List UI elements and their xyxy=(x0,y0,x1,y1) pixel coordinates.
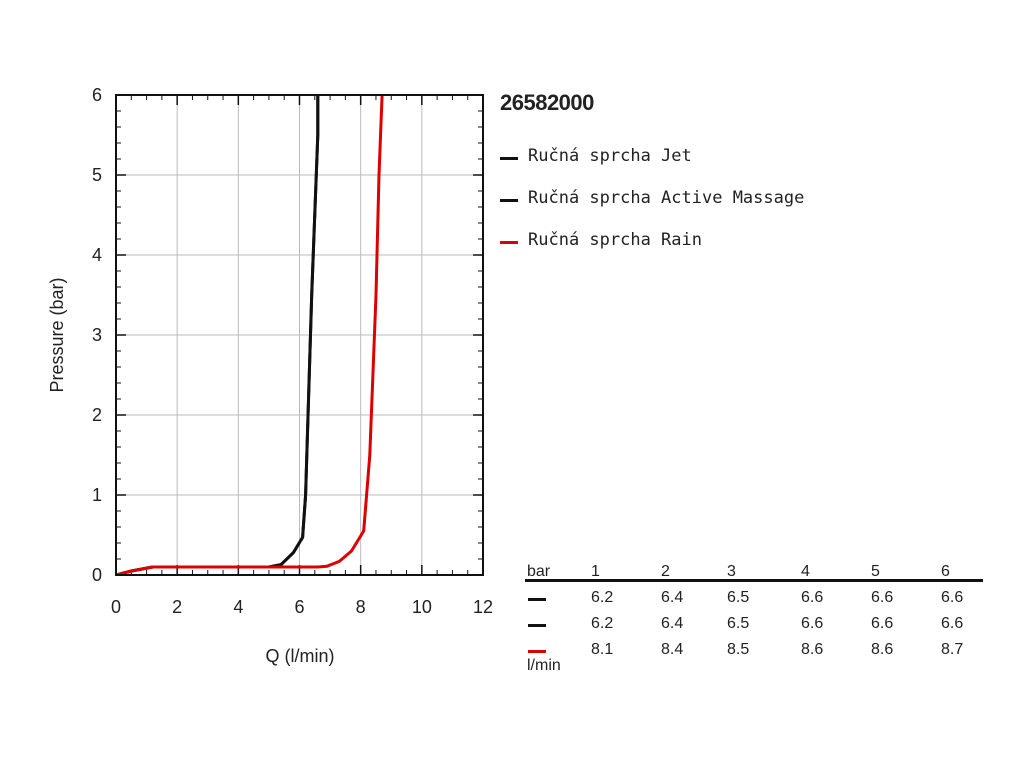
table-cell: 8.4 xyxy=(661,641,684,658)
table-unit: l/min xyxy=(527,657,561,674)
x-axis-label: Q (l/min) xyxy=(266,646,335,666)
table-header-pressure: 1 xyxy=(591,563,600,580)
table-row-swatch xyxy=(528,624,546,627)
table-cell: 6.2 xyxy=(591,589,614,606)
x-tick-label: 2 xyxy=(172,597,182,617)
series-line-2 xyxy=(116,95,384,575)
table-cell: 8.1 xyxy=(591,641,614,658)
table-header-pressure: 6 xyxy=(941,563,950,580)
table-cell: 6.4 xyxy=(661,615,684,632)
table-header-pressure: 2 xyxy=(661,563,670,580)
legend-label-jet: Ručná sprcha Jet xyxy=(528,146,692,166)
y-tick-label: 5 xyxy=(92,165,102,185)
plot-frame xyxy=(115,94,484,576)
table-cell: 6.5 xyxy=(727,615,750,632)
x-tick-label: 10 xyxy=(412,597,432,617)
table-cell: 6.6 xyxy=(941,615,964,632)
y-tick-label: 3 xyxy=(92,325,102,345)
table-cell: 8.6 xyxy=(801,641,824,658)
chart-title: 26582000 xyxy=(500,90,594,115)
table-header-pressure: 5 xyxy=(871,563,880,580)
series-layer xyxy=(116,95,384,575)
table-cell: 6.6 xyxy=(871,589,894,606)
y-tick-label: 1 xyxy=(92,485,102,505)
table-header-rule xyxy=(525,579,983,582)
legend-swatch-active-massage xyxy=(500,199,518,202)
table-cell: 8.5 xyxy=(727,641,750,658)
legend-label-active-massage: Ručná sprcha Active Massage xyxy=(528,188,805,208)
y-tick-label: 6 xyxy=(92,85,102,105)
grid xyxy=(116,95,483,575)
table-cell: 6.6 xyxy=(801,589,824,606)
table-row-swatch xyxy=(528,650,546,653)
y-tick-label: 0 xyxy=(92,565,102,585)
x-tick-label: 8 xyxy=(356,597,366,617)
table-cell: 6.6 xyxy=(801,615,824,632)
table-cell: 6.6 xyxy=(871,615,894,632)
table-header-unit: bar xyxy=(527,563,551,580)
table-row-swatch xyxy=(528,598,546,601)
table-cell: 8.7 xyxy=(941,641,964,658)
table-cell: 6.4 xyxy=(661,589,684,606)
table-cell: 6.2 xyxy=(591,615,614,632)
table-cell: 6.5 xyxy=(727,589,750,606)
legend-swatch-jet xyxy=(500,157,518,160)
legend-swatch-rain xyxy=(500,241,518,244)
table-header-pressure: 4 xyxy=(801,563,810,580)
y-axis-label: Pressure (bar) xyxy=(47,277,67,392)
x-tick-label: 0 xyxy=(111,597,121,617)
y-tick-label: 2 xyxy=(92,405,102,425)
flow-table: bar l/min 1 2 3 4 5 6 6.2 6.4 6.5 6.6 6.6 6.6 6.2 6.4… xyxy=(525,561,985,681)
table-cell: 8.6 xyxy=(871,641,894,658)
legend-label-rain: Ručná sprcha Rain xyxy=(528,230,702,250)
x-tick-label: 12 xyxy=(473,597,493,617)
y-tick-label: 4 xyxy=(92,245,102,265)
x-tick-label: 4 xyxy=(233,597,243,617)
table-cell: 6.6 xyxy=(941,589,964,606)
table-header-pressure: 3 xyxy=(727,563,736,580)
x-tick-label: 6 xyxy=(294,597,304,617)
